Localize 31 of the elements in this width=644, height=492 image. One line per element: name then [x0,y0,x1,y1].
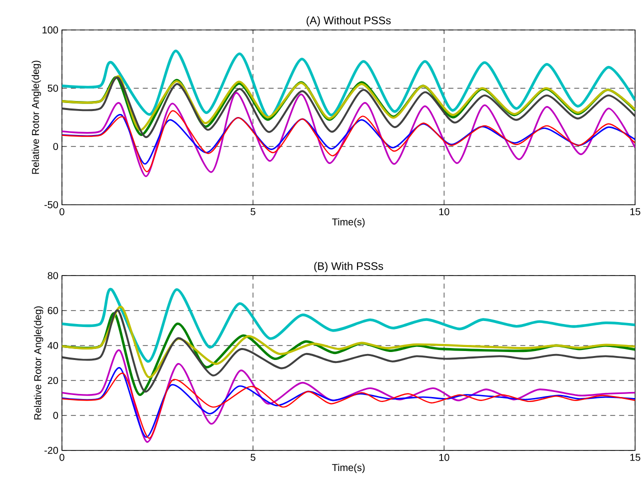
x-tick-label: 5 [250,454,256,461]
y-tick-label: 100 [42,26,58,34]
line-series [62,49,636,119]
y-tick-label: 60 [48,306,58,314]
x-axis-title: Time(s) [332,218,365,228]
x-tick-label: 10 [439,454,450,461]
y-tick-label: 80 [48,272,58,279]
line-series [62,350,636,443]
y-tick-label: 50 [48,84,58,92]
y-tick-label: -50 [44,201,58,208]
y-axis-title: Relative Rotor Angle(deg) [34,306,44,420]
line-series [62,92,636,177]
y-tick-label: 0 [53,412,58,419]
chart-title: (A) Without PSSs [306,16,391,26]
chart-title: (B) With PSSs [314,262,384,272]
x-tick-label: 15 [630,454,640,461]
y-tick-label: 20 [48,376,58,384]
line-series [62,288,636,363]
x-axis-title: Time(s) [332,464,365,473]
line-series [62,114,636,165]
y-tick-label: 40 [48,342,58,349]
line-series [62,306,636,378]
x-tick-label: 0 [60,208,64,216]
x-tick-label: 10 [439,208,450,216]
x-tick-label: 5 [250,208,256,216]
x-tick-label: 15 [630,208,640,216]
line-series [62,110,636,172]
y-tick-label: -20 [44,446,58,454]
y-tick-label: 0 [53,142,58,150]
y-axis-title: Relative Rotor Angle(deg) [32,60,41,174]
x-tick-label: 0 [60,454,64,461]
